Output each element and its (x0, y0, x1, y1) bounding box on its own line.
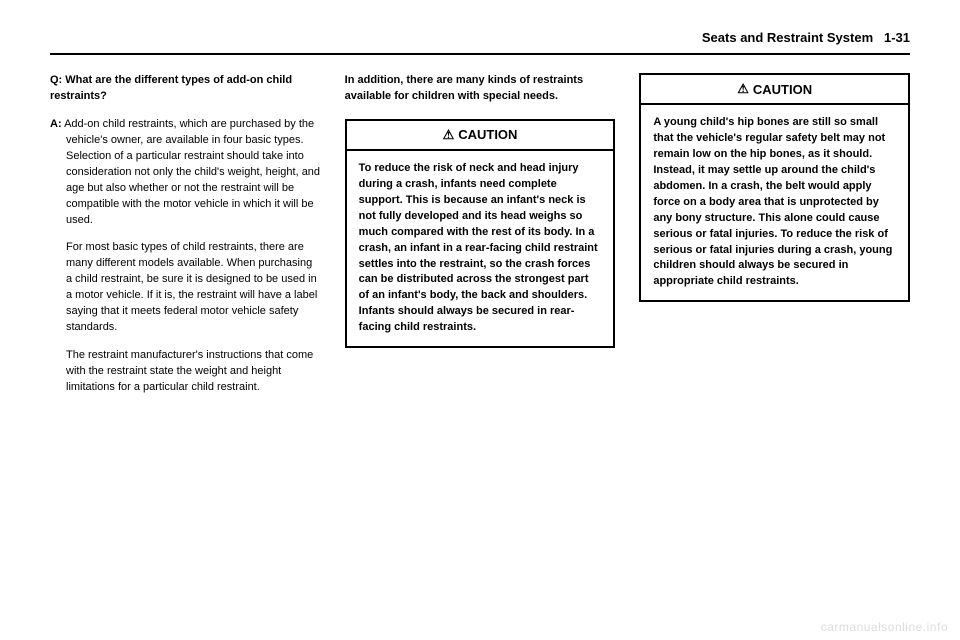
caution-body-1: To reduce the risk of neck and head inju… (347, 151, 614, 346)
caution-header-1: ⚠ CAUTION (347, 121, 614, 151)
caution-body-2: A young child's hip bones are still so s… (641, 105, 908, 300)
header-rule (50, 53, 910, 55)
paragraph-2: For most basic types of child restraints… (50, 240, 321, 336)
warning-triangle-icon: ⚠ (737, 81, 749, 97)
page-header: Seats and Restraint System 1-31 (50, 30, 910, 45)
watermark: carmanualsonline.info (821, 620, 948, 634)
question-text: What are the different types of add-on c… (50, 74, 292, 102)
column-3: ⚠ CAUTION A young child's hip bones are … (639, 73, 910, 408)
page-container: Seats and Restraint System 1-31 Q: What … (0, 0, 960, 428)
paragraph-3: The restraint manufacturer's instruction… (50, 348, 321, 396)
column-1: Q: What are the different types of add-o… (50, 73, 321, 408)
page-number: 1-31 (884, 30, 910, 45)
content-columns: Q: What are the different types of add-o… (50, 73, 910, 408)
column-2: In addition, there are many kinds of res… (345, 73, 616, 408)
caution-label-2: CAUTION (753, 82, 812, 97)
question-block: Q: What are the different types of add-o… (50, 73, 321, 105)
answer-text: Add-on child restraints, which are purch… (64, 118, 320, 226)
intro-text: In addition, there are many kinds of res… (345, 73, 616, 105)
section-title: Seats and Restraint System (702, 30, 873, 45)
caution-box-2: ⚠ CAUTION A young child's hip bones are … (639, 73, 910, 302)
answer-label: A: (50, 118, 62, 130)
caution-header-2: ⚠ CAUTION (641, 75, 908, 105)
answer-block: A: Add-on child restraints, which are pu… (50, 117, 321, 229)
question-label: Q: (50, 74, 62, 86)
caution-label-1: CAUTION (458, 127, 517, 142)
warning-triangle-icon: ⚠ (443, 127, 455, 143)
caution-box-1: ⚠ CAUTION To reduce the risk of neck and… (345, 119, 616, 348)
